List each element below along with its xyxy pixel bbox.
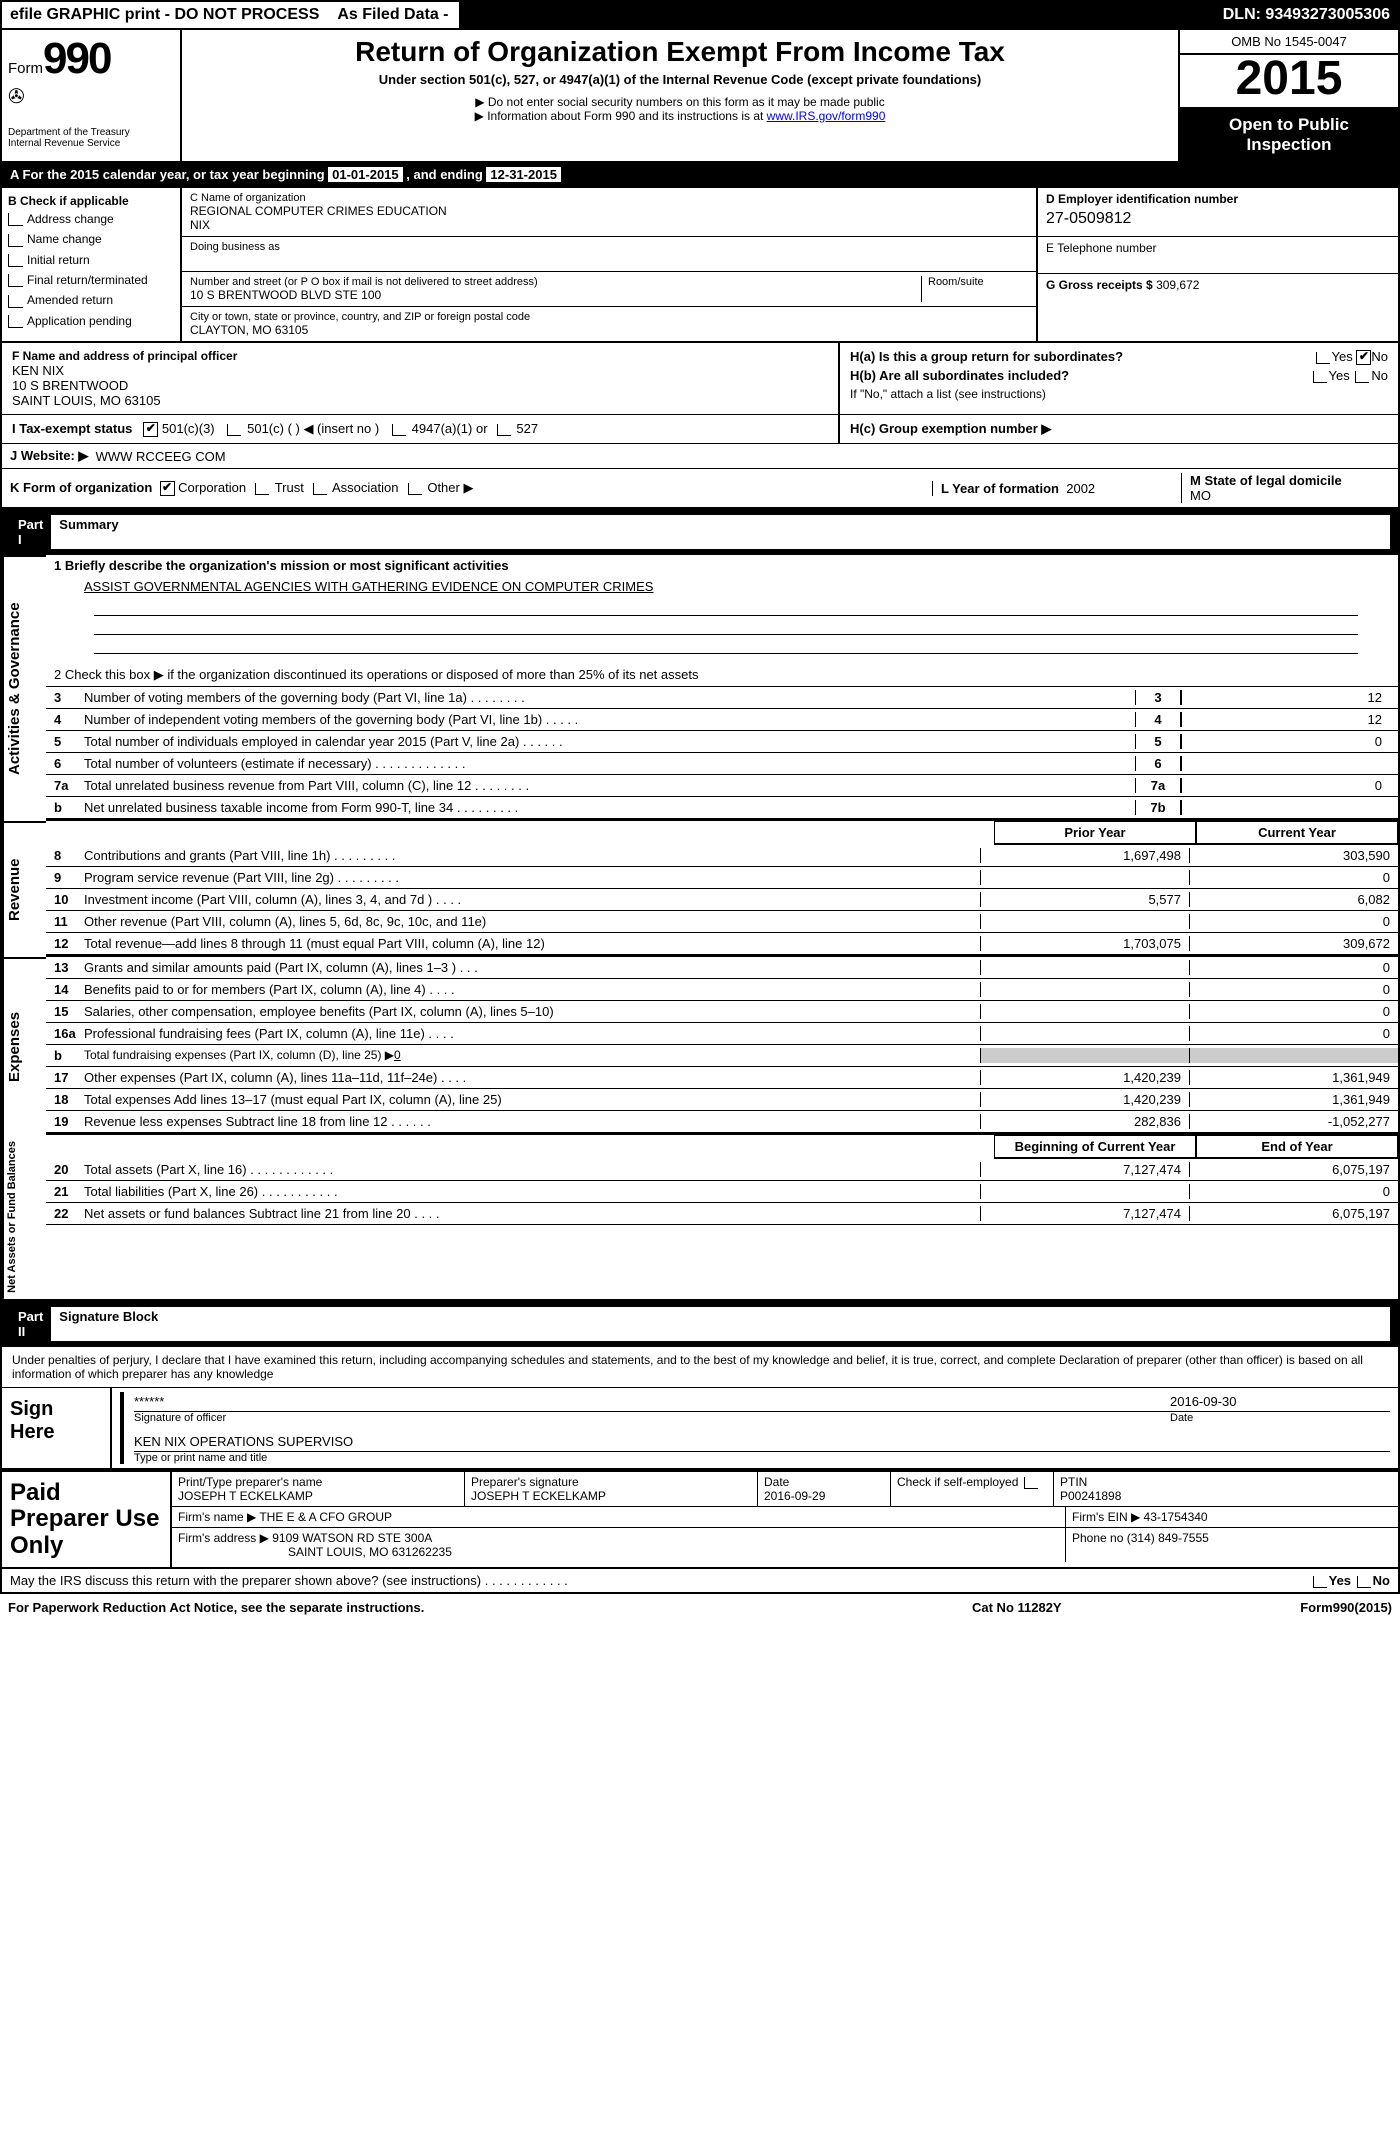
- side-expenses: Expenses: [2, 957, 46, 1135]
- col-deg: D Employer identification number 27-0509…: [1038, 188, 1398, 341]
- line-klm: K Form of organization ✔ Corporation Tru…: [0, 469, 1400, 509]
- principal-officer: F Name and address of principal officer …: [2, 343, 838, 414]
- col-begin-year: Beginning of Current Year: [994, 1135, 1196, 1159]
- expenses-row-14: 14Benefits paid to or for members (Part …: [46, 979, 1398, 1001]
- checkbox-ha-yes[interactable]: [1316, 352, 1330, 364]
- summary-row-4: 4Number of independent voting members of…: [46, 709, 1398, 731]
- checkbox-initial-return[interactable]: [8, 254, 23, 267]
- col-end-year: End of Year: [1196, 1135, 1398, 1159]
- netassets-row-22: 22Net assets or fund balances Subtract l…: [46, 1203, 1398, 1225]
- side-revenue: Revenue: [2, 821, 46, 957]
- org-street: 10 S BRENTWOOD BLVD STE 100: [190, 288, 921, 302]
- section-h: H(a) Is this a group return for subordin…: [838, 343, 1398, 414]
- expenses-row-15: 15Salaries, other compensation, employee…: [46, 1001, 1398, 1023]
- summary-row-3: 3Number of voting members of the governi…: [46, 687, 1398, 709]
- checkbox-application-pending[interactable]: [8, 315, 23, 328]
- netassets-row-21: 21Total liabilities (Part X, line 26) . …: [46, 1181, 1398, 1203]
- section-expenses: 13Grants and similar amounts paid (Part …: [46, 957, 1398, 1135]
- side-activities-governance: Activities & Governance: [2, 555, 46, 821]
- part-2-header: Part II Signature Block: [0, 1301, 1400, 1347]
- revenue-row-8: 8Contributions and grants (Part VIII, li…: [46, 845, 1398, 867]
- col-prior-year: Prior Year: [994, 821, 1196, 845]
- expenses-row-16a: 16aProfessional fundraising fees (Part I…: [46, 1023, 1398, 1045]
- revenue-row-9: 9Program service revenue (Part VIII, lin…: [46, 867, 1398, 889]
- checkbox-hb-yes[interactable]: [1313, 371, 1327, 383]
- checkbox-527[interactable]: [497, 424, 511, 436]
- checkbox-amended-return[interactable]: [8, 295, 23, 308]
- col-b-checkboxes: B Check if applicable Address change Nam…: [2, 188, 182, 341]
- expenses-row-b: bTotal fundraising expenses (Part IX, co…: [46, 1045, 1398, 1067]
- expenses-row-18: 18Total expenses Add lines 13–17 (must e…: [46, 1089, 1398, 1111]
- discuss-row: May the IRS discuss this return with the…: [0, 1569, 1400, 1594]
- expenses-row-13: 13Grants and similar amounts paid (Part …: [46, 957, 1398, 979]
- sign-here-block: Sign Here ****** 2016-09-30 Signature of…: [2, 1388, 1398, 1470]
- checkbox-assoc[interactable]: [313, 483, 327, 495]
- tax-year: 2015: [1180, 55, 1398, 109]
- footer: For Paperwork Reduction Act Notice, see …: [0, 1594, 1400, 1621]
- revenue-row-12: 12Total revenue—add lines 8 through 11 (…: [46, 933, 1398, 955]
- section-activities-governance: 1 Briefly describe the organization's mi…: [46, 555, 1398, 821]
- summary-row-7a: 7aTotal unrelated business revenue from …: [46, 775, 1398, 797]
- header-bar: efile GRAPHIC print - DO NOT PROCESS As …: [0, 0, 1400, 30]
- checkbox-hb-no[interactable]: [1355, 371, 1369, 383]
- checkbox-discuss-yes[interactable]: [1313, 1576, 1327, 1588]
- checkbox-self-employed[interactable]: [1024, 1477, 1038, 1489]
- form-id-block: Form990 ✇ Department of the Treasury Int…: [2, 30, 182, 161]
- summary-row-5: 5Total number of individuals employed in…: [46, 731, 1398, 753]
- checkbox-corp[interactable]: ✔: [160, 481, 175, 496]
- checkbox-501c[interactable]: [227, 424, 241, 436]
- irs-link[interactable]: www.IRS.gov/form990: [767, 109, 886, 123]
- line-a-tax-year: A For the 2015 calendar year, or tax yea…: [0, 163, 1400, 188]
- checkbox-other[interactable]: [408, 483, 422, 495]
- col-current-year: Current Year: [1196, 821, 1398, 845]
- org-city: CLAYTON, MO 63105: [190, 323, 1028, 337]
- form-title-block: Return of Organization Exempt From Incom…: [182, 30, 1178, 161]
- checkbox-discuss-no[interactable]: [1357, 1576, 1371, 1588]
- section-revenue: Prior Year Current Year 8Contributions a…: [46, 821, 1398, 957]
- checkbox-trust[interactable]: [255, 483, 269, 495]
- expenses-row-19: 19Revenue less expenses Subtract line 18…: [46, 1111, 1398, 1133]
- line-i: I Tax-exempt status ✔ 501(c)(3) 501(c) (…: [2, 415, 838, 443]
- summary-row-6: 6Total number of volunteers (estimate if…: [46, 753, 1398, 775]
- expenses-row-17: 17Other expenses (Part IX, column (A), l…: [46, 1067, 1398, 1089]
- line-hc: H(c) Group exemption number ▶: [838, 415, 1398, 443]
- checkbox-ha-no[interactable]: ✔: [1356, 350, 1371, 365]
- perjury-statement: Under penalties of perjury, I declare th…: [2, 1347, 1398, 1388]
- asfiled-label: As Filed Data -: [329, 2, 458, 28]
- dln: DLN: 93493273005306: [1215, 2, 1398, 28]
- org-name: REGIONAL COMPUTER CRIMES EDUCATION: [190, 204, 1028, 218]
- summary-row-7b: bNet unrelated business taxable income f…: [46, 797, 1398, 819]
- checkbox-address-change[interactable]: [8, 213, 23, 226]
- ein: 27-0509812: [1046, 206, 1390, 232]
- checkbox-name-change[interactable]: [8, 234, 23, 247]
- checkbox-final-return[interactable]: [8, 274, 23, 287]
- part-1-header: Part I Summary: [0, 509, 1400, 555]
- efile-label: efile GRAPHIC print - DO NOT PROCESS: [2, 2, 329, 28]
- form-title: Return of Organization Exempt From Incom…: [192, 36, 1168, 68]
- revenue-row-11: 11Other revenue (Part VIII, column (A), …: [46, 911, 1398, 933]
- revenue-row-10: 10Investment income (Part VIII, column (…: [46, 889, 1398, 911]
- omb-year-block: OMB No 1545-0047 2015 Open to Public Ins…: [1178, 30, 1398, 161]
- side-net-assets: Net Assets or Fund Balances: [2, 1135, 46, 1299]
- checkbox-501c3[interactable]: ✔: [143, 422, 158, 437]
- mission-text: ASSIST GOVERNMENTAL AGENCIES WITH GATHER…: [84, 579, 653, 594]
- section-net-assets: Beginning of Current Year End of Year 20…: [46, 1135, 1398, 1299]
- col-c-entity: C Name of organization REGIONAL COMPUTER…: [182, 188, 1038, 341]
- gross-receipts: 309,672: [1156, 278, 1199, 292]
- paid-preparer-block: Paid Preparer Use Only Print/Type prepar…: [0, 1472, 1400, 1569]
- checkbox-4947[interactable]: [392, 424, 406, 436]
- netassets-row-20: 20Total assets (Part X, line 16) . . . .…: [46, 1159, 1398, 1181]
- line-j-website: J Website: ▶ WWW RCCEEG COM: [0, 444, 1400, 469]
